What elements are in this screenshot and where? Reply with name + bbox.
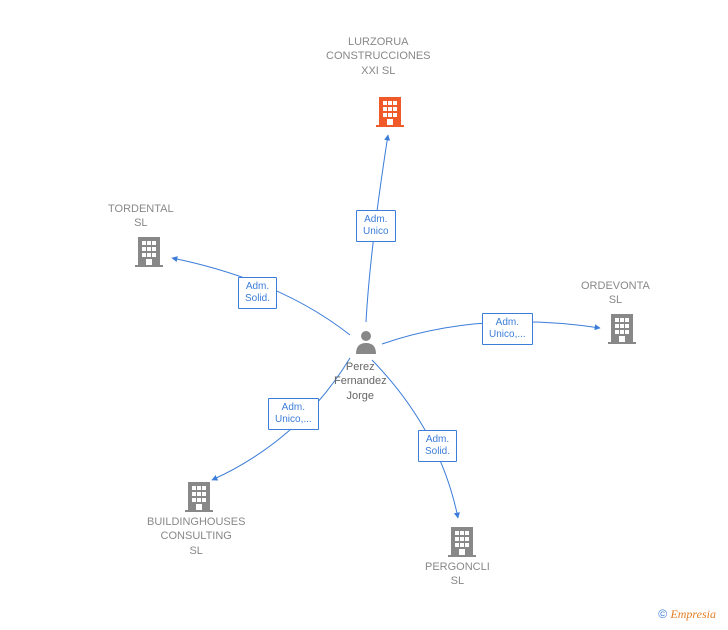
node-label-buildinghouses: BUILDINGHOUSES CONSULTING SL <box>147 515 245 558</box>
edge-label-tordental: Adm. Solid. <box>238 277 277 309</box>
node-label-lurzorua: LURZORUA CONSTRUCCIONES XXI SL <box>326 35 431 78</box>
building-icon <box>448 525 476 557</box>
node-lurzorua[interactable] <box>376 95 404 132</box>
watermark: © Empresia <box>658 607 716 622</box>
person-icon <box>355 330 377 354</box>
building-icon <box>376 95 404 127</box>
building-icon <box>185 480 213 512</box>
node-label-tordental: TORDENTAL SL <box>108 202 174 231</box>
node-pergoncli[interactable] <box>448 525 476 562</box>
building-icon <box>608 312 636 344</box>
edge-label-pergoncli: Adm. Solid. <box>418 430 457 462</box>
building-icon <box>135 235 163 267</box>
center-node[interactable] <box>355 330 377 359</box>
node-label-pergoncli: PERGONCLI SL <box>425 560 490 589</box>
center-node-label: Perez Fernandez Jorge <box>334 360 387 403</box>
node-buildinghouses[interactable] <box>185 480 213 517</box>
node-tordental[interactable] <box>135 235 163 272</box>
edge-label-ordevonta: Adm. Unico,... <box>482 313 533 345</box>
brand-name: Empresia <box>670 607 716 621</box>
copyright-symbol: © <box>658 607 667 621</box>
node-label-ordevonta: ORDEVONTA SL <box>581 279 650 308</box>
edge-label-lurzorua: Adm. Unico <box>356 210 396 242</box>
edge-label-buildinghouses: Adm. Unico,... <box>268 398 319 430</box>
node-ordevonta[interactable] <box>608 312 636 349</box>
